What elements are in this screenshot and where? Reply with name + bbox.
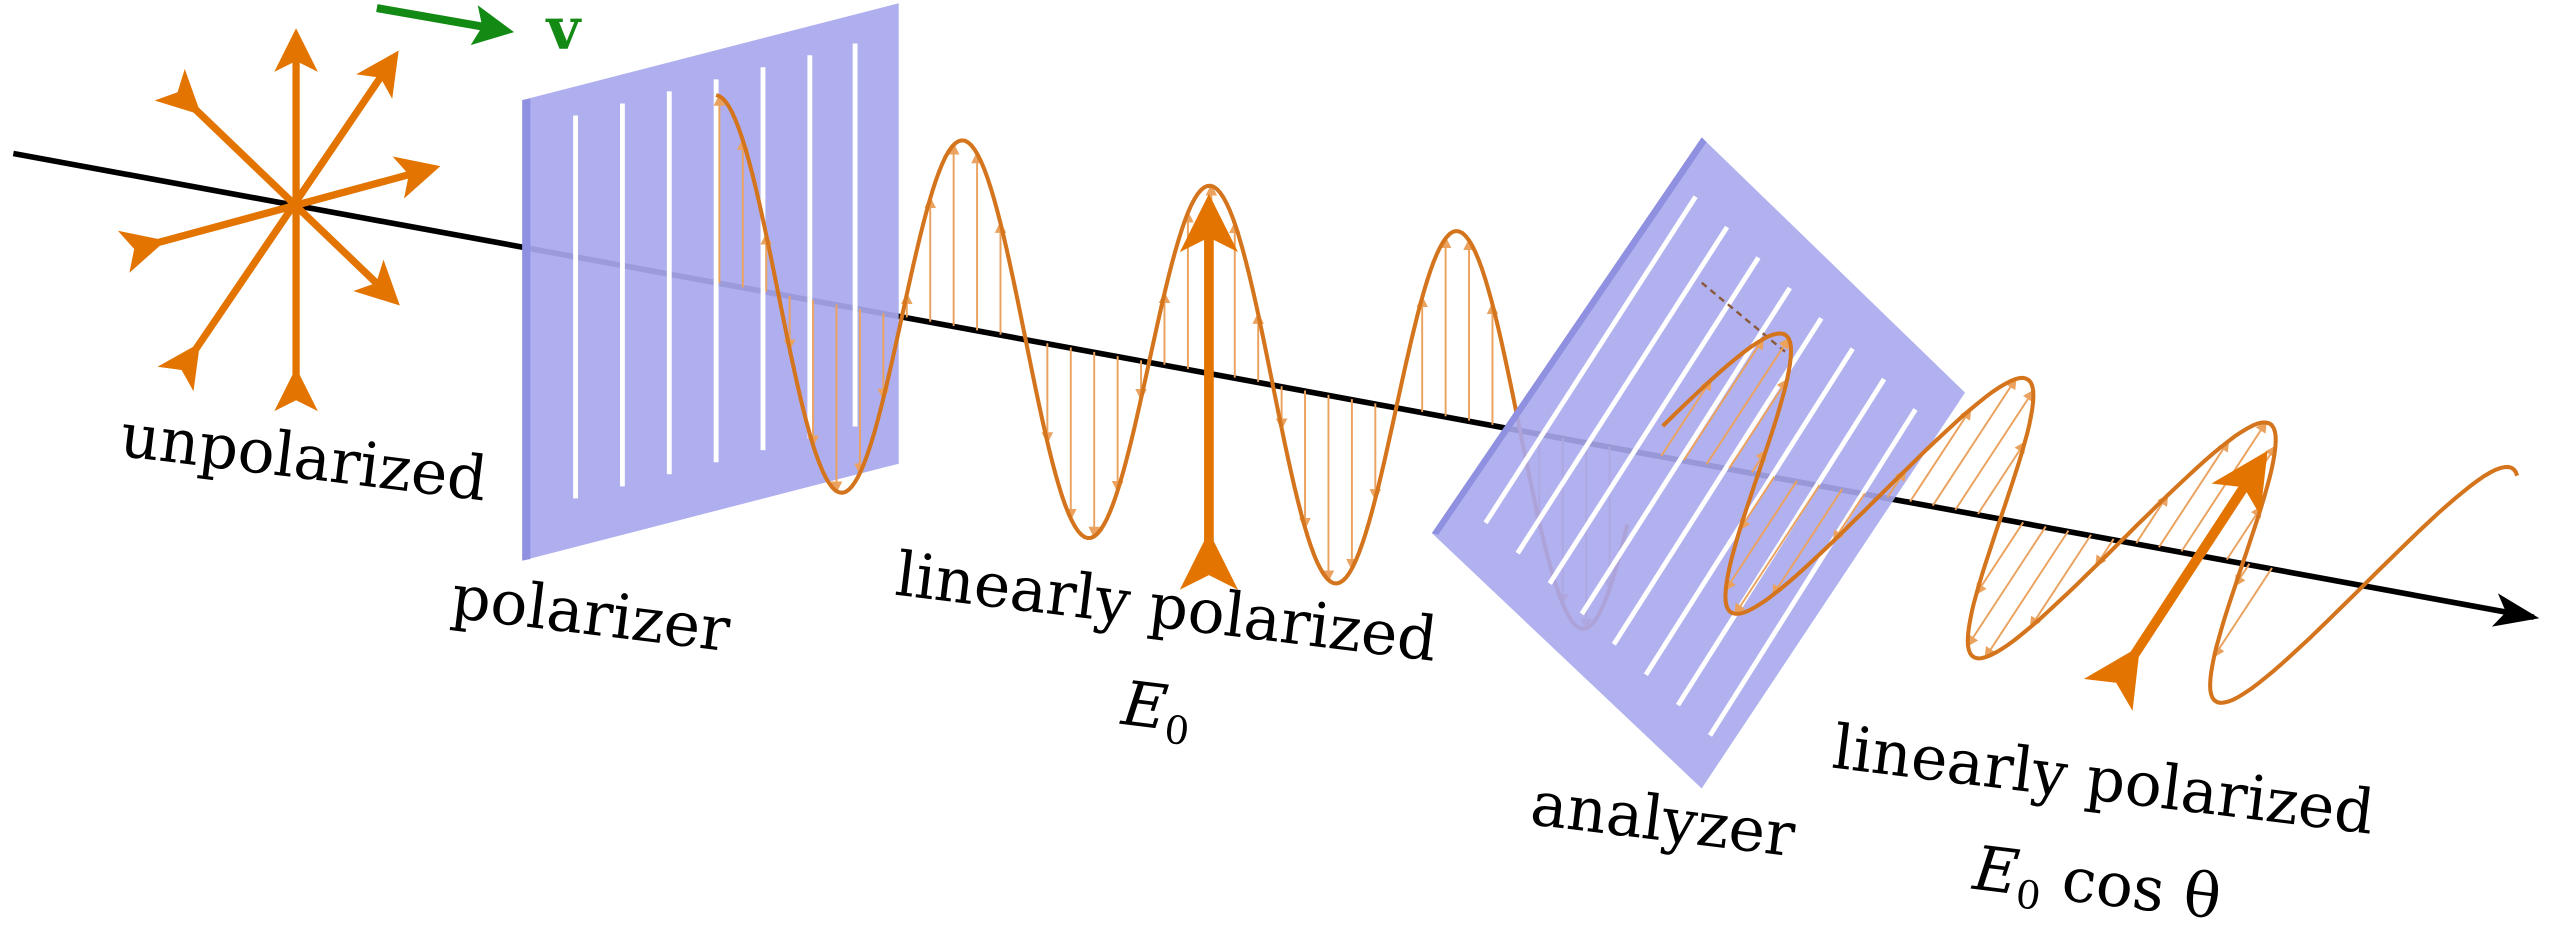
analyzer-slit [1675,377,1887,707]
unpolarized-field-vectors [117,28,441,412]
amplitude-e0cos-arrow [2083,450,2268,711]
analyzer-plate [1431,137,1966,789]
field-vector [1909,407,1972,503]
polarizer-edge [522,98,531,561]
polarizer-label: polarizer [448,562,735,667]
unpolarized-label: unpolarized [117,400,491,515]
field-vector [1771,488,1844,597]
field-vector [2225,505,2263,561]
field-vector [2029,534,2092,629]
projection-dashed-line [1700,281,1787,354]
field-vector [1724,480,1798,592]
e-symbol: E [1969,833,2023,909]
wave1-curve [715,93,1630,631]
analyzer-label: analyzer [1527,768,1799,871]
analyzer-slits [1483,195,1918,737]
analyzer-slit [1515,225,1730,555]
field-vector [1738,476,1776,531]
field-vector [1728,378,1789,469]
amplitude-e0-label: E0 [1116,668,1196,755]
velocity-arrow [376,4,515,46]
analyzer-edge [1431,137,1707,535]
velocity-label: v [544,0,582,62]
analyzer [1431,137,1966,789]
field-vector-diag-3 [154,68,400,306]
linearly-polarized-label-1: linearly polarized [892,539,1441,676]
field-vector [1832,492,1866,543]
analyzer-slit [1707,408,1918,737]
field-vector [1966,525,2047,647]
field-vector [1975,521,2025,596]
polarizer-plate [522,3,899,561]
cos-theta: cos θ [2039,841,2225,929]
analyzer-slit [1643,347,1855,677]
field-vector [1660,378,1712,457]
e-symbol: E [1117,668,1171,744]
analyzer-slit [1547,256,1761,585]
field-vector [1954,389,2035,511]
e-subscript: 0 [2013,872,2043,920]
field-vector [1984,530,2070,659]
field-vector [1977,441,2026,515]
amplitude-e0cos-label: E0 cos θ [1968,833,2225,929]
polarizer [522,3,899,561]
e-subscript: 0 [1162,707,1192,755]
analyzer-slit [1483,195,1698,525]
field-vector [2213,567,2273,658]
field-vector [1705,337,1790,465]
linearly-polarized-label-2: linearly polarized [1829,712,2378,849]
field-vector [1734,484,1821,616]
field-vector [1931,377,2017,507]
polarizer-slits [573,43,858,499]
field-vector [1683,337,1765,461]
